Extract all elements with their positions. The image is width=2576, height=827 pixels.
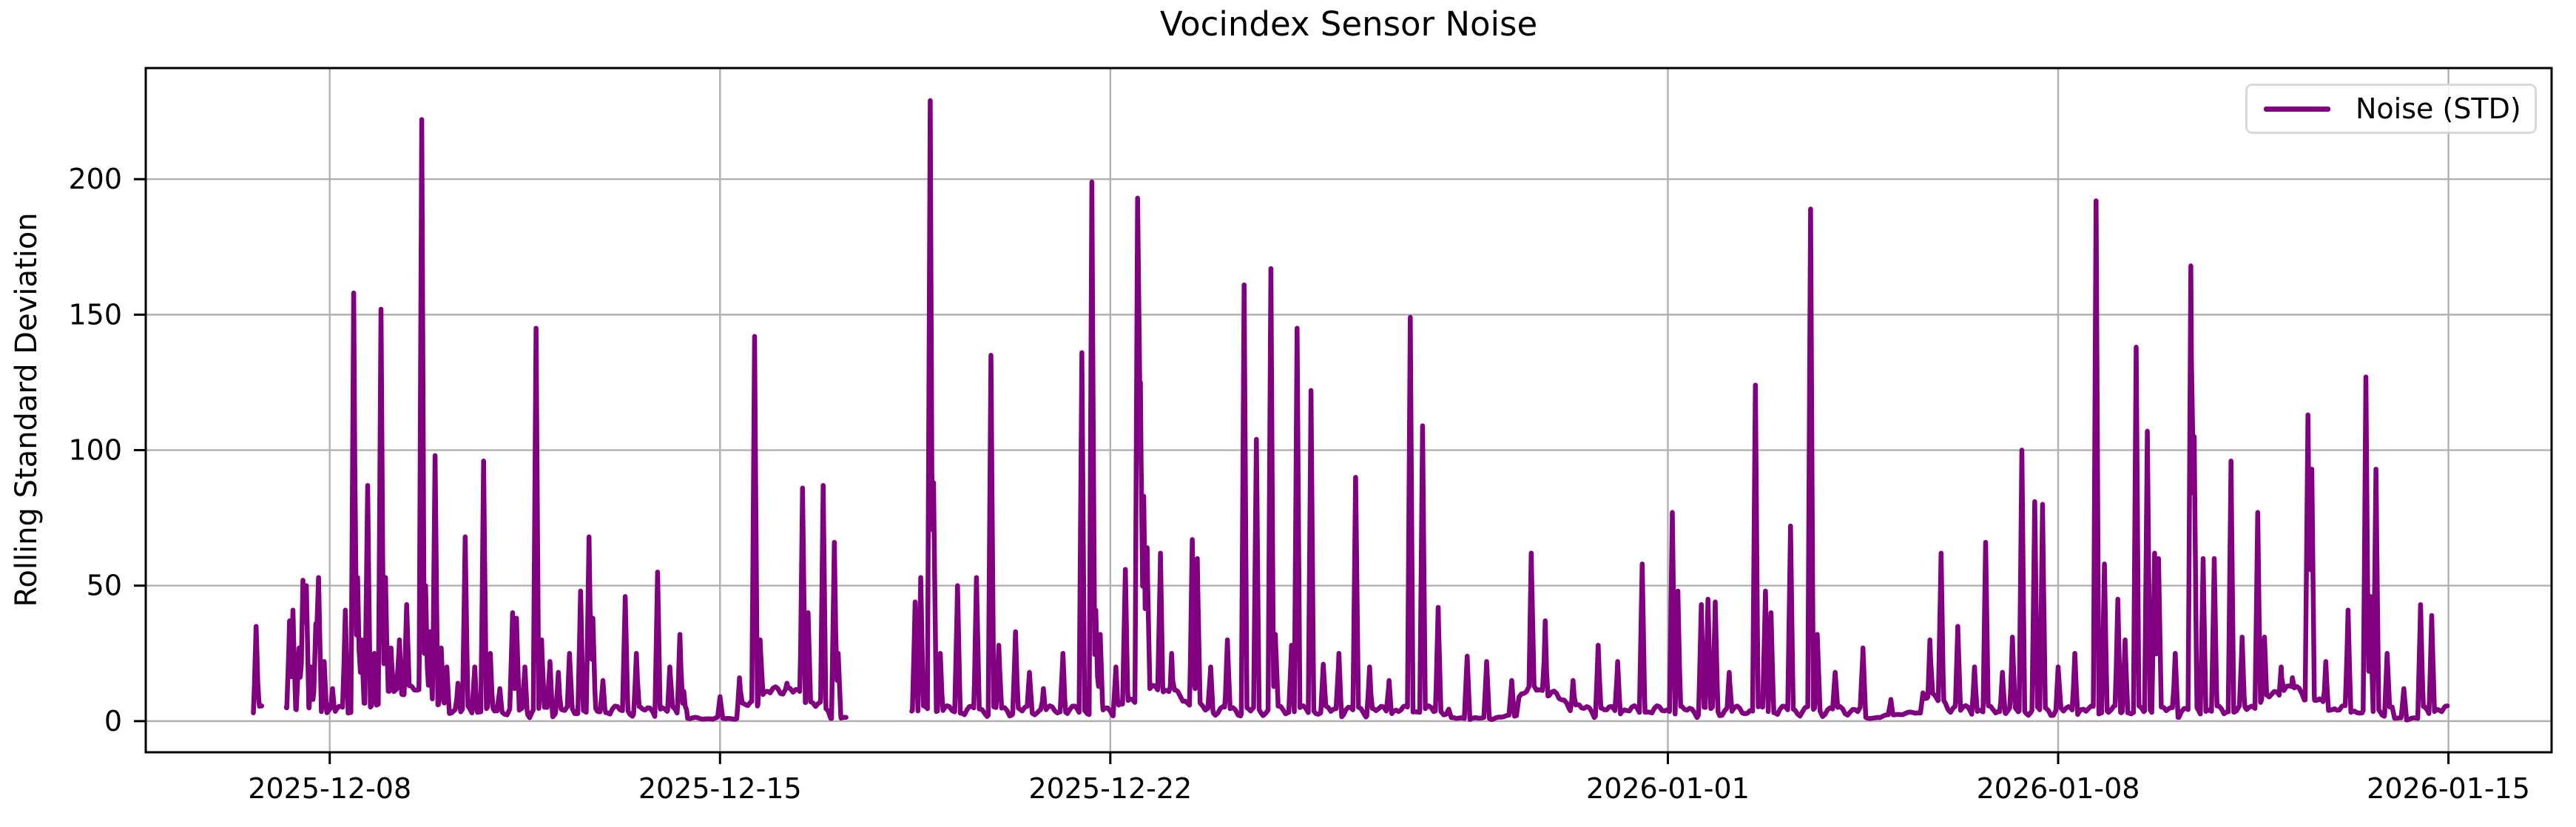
x-tick-label: 2026-01-01 bbox=[1586, 772, 1750, 805]
x-tick-label: 2026-01-08 bbox=[1977, 772, 2140, 805]
y-tick-label: 150 bbox=[68, 298, 122, 331]
y-tick-label: 100 bbox=[68, 434, 122, 467]
series-line bbox=[251, 98, 2450, 723]
x-tick-label: 2025-12-22 bbox=[1028, 772, 1192, 805]
y-tick-label: 0 bbox=[104, 705, 122, 737]
y-tick-label: 200 bbox=[68, 163, 122, 195]
x-tick-label: 2026-01-15 bbox=[2367, 772, 2530, 805]
legend-line-swatch bbox=[2264, 106, 2330, 112]
chart-title: Vocindex Sensor Noise bbox=[1159, 4, 1538, 44]
legend-label: Noise (STD) bbox=[2356, 92, 2521, 125]
legend: Noise (STD) bbox=[2245, 84, 2537, 134]
x-tick-label: 2025-12-08 bbox=[248, 772, 411, 805]
y-tick-label: 50 bbox=[87, 570, 122, 602]
y-axis-label: Rolling Standard Deviation bbox=[10, 212, 44, 607]
axes-spines bbox=[144, 67, 2553, 754]
x-tick-label: 2025-12-15 bbox=[638, 772, 802, 805]
